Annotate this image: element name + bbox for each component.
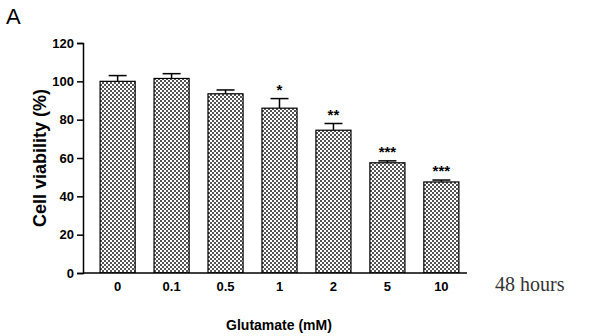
bar [370,163,405,273]
significance: ** [328,106,340,123]
bar [154,78,189,273]
y-tick-mark [77,234,83,236]
error-bar [271,99,289,109]
x-tick: 0.1 [163,273,181,294]
x-tick: 0 [114,273,121,294]
x-tick-label: 0 [114,279,121,294]
x-tick-label: 1 [276,279,283,294]
y-tick-label: 100 [52,74,74,89]
bars [100,74,459,273]
significance: *** [379,143,397,160]
title: A [6,4,21,29]
chart: 02040608010012000.10.512510*********Cell… [0,0,590,336]
y-axis-line [77,44,84,274]
x-tick: 1 [276,273,283,294]
y-tick-label: 60 [60,151,74,166]
bar [208,94,243,273]
x-tick-label: 0.1 [163,279,181,294]
y-tick-label: 40 [60,189,74,204]
x-tick-label: 10 [434,279,448,294]
y-tick-mark [77,158,83,160]
bar [424,182,459,273]
annotation: 48 hours [495,273,565,295]
error-bar [109,76,127,82]
error-cap [163,73,181,75]
bar [100,81,135,273]
y-tick-mark [77,273,83,275]
y-tick-label: 80 [60,112,74,127]
significance: *** [433,162,451,179]
y-tick: 80 [60,112,83,127]
x-axis: 0 0.1 0.5 1 2 5 10 [83,273,467,294]
error-stem [333,124,335,131]
x-tick-label: 2 [330,279,337,294]
error-cap [432,179,450,181]
y-tick-mark [77,81,83,83]
significance: * [277,81,283,98]
y-tick: 120 [52,36,83,51]
y-tick: 20 [60,227,83,242]
error-cap [217,89,235,91]
y-tick-label: 20 [60,227,74,242]
y-tick: 40 [60,189,83,204]
y-tick: 0 [67,266,83,281]
x-axis-line [83,272,467,274]
error-stem [279,99,281,109]
x-tick: 5 [384,273,391,294]
x-tick-label: 5 [384,279,391,294]
y-tick-label: 0 [67,266,74,281]
error-bar [163,74,181,79]
error-cap [271,98,289,100]
y-tick: 100 [52,74,83,89]
y-axis: 0 20 40 60 80 100 120 [52,36,83,281]
error-cap [109,75,127,77]
x-tick-label: 0.5 [217,279,235,294]
y-tick-mark [77,43,83,45]
y-tick: 60 [60,151,83,166]
x-axis-title: Glutamate (mM) [226,317,332,333]
error-cap [324,123,342,125]
error-stem [117,76,119,82]
error-bar [324,124,342,131]
x-tick: 2 [330,273,337,294]
bar [262,108,297,273]
y-axis-title: Cell viability (%) [30,89,50,227]
bar [316,130,351,273]
y-tick-mark [77,196,83,198]
x-tick: 10 [434,273,448,294]
error-cap [378,160,396,162]
x-tick: 0.5 [217,273,235,294]
y-tick-mark [77,119,83,121]
y-tick-label: 120 [52,36,74,51]
